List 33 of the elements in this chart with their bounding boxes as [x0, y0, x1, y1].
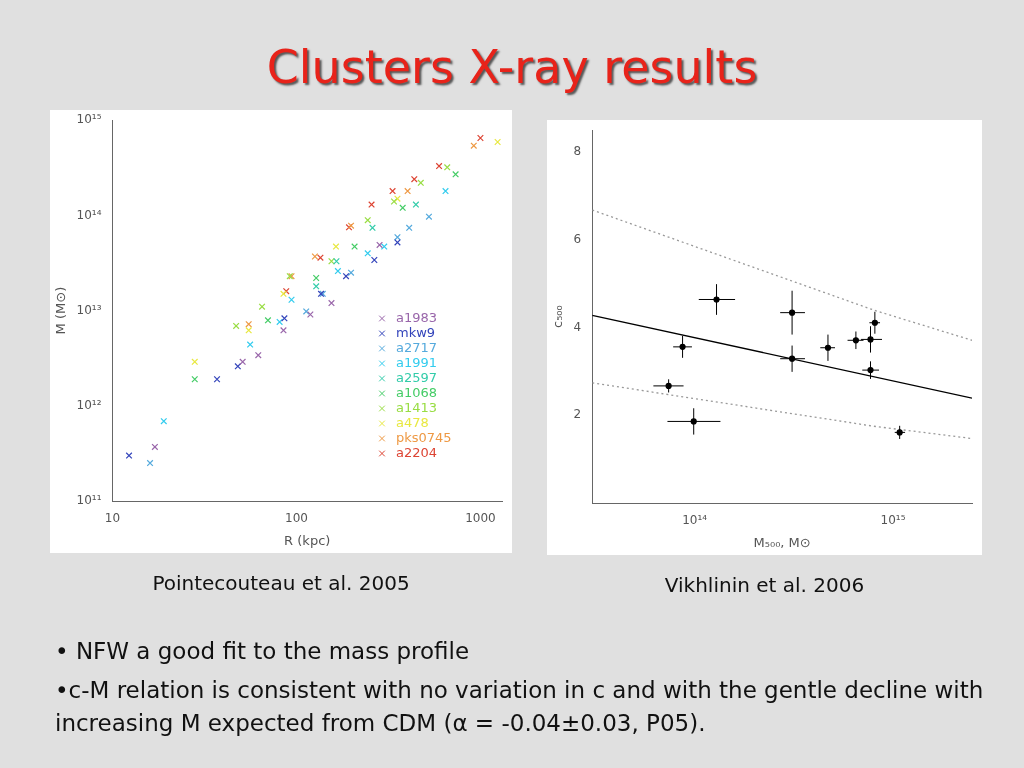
- y-tick-label: 4: [573, 319, 582, 334]
- x-tick-label: 10: [104, 511, 121, 526]
- x-tick-label: 10¹⁴: [682, 513, 708, 528]
- text: Clusters X-ray results: [265, 40, 759, 94]
- y-tick-label: 6: [573, 231, 582, 246]
- legend-label: a2717: [396, 339, 438, 355]
- text: • NFW a good fit to the mass profile: [55, 637, 471, 666]
- x-tick-label: 1000: [465, 511, 496, 526]
- legend-label: a2204: [396, 444, 438, 460]
- y-tick-label: 2: [573, 407, 582, 422]
- y-tick-label: 10¹³: [76, 302, 102, 317]
- legend-label: a1068: [396, 384, 438, 400]
- legend-label: mkw9: [396, 324, 436, 340]
- legend-label: a1983: [396, 309, 438, 325]
- y-axis-title: c₅₀₀: [550, 305, 566, 328]
- legend-label: a478: [396, 414, 429, 430]
- legend-label: pks0745: [396, 429, 452, 445]
- y-tick-label: 10¹⁴: [76, 207, 102, 222]
- text: •c-M relation is consistent with no variation in c and with the gentle decline with increasing M expected from CDM (α = -0.04±0.03, P05).: [55, 676, 985, 738]
- x-tick-label: 100: [285, 511, 308, 526]
- x-tick-label: 10¹⁵: [880, 513, 906, 528]
- legend-label: a1413: [396, 399, 438, 415]
- y-tick-label: 10¹²: [76, 397, 102, 412]
- y-tick-label: 10¹⁵: [76, 112, 102, 127]
- x-axis-title: R (kpc): [284, 532, 331, 548]
- text: Pointecouteau et al. 2005: [151, 571, 411, 595]
- text: Vikhlinin et al. 2006: [663, 573, 866, 597]
- x-axis-title: M₅₀₀, M⊙: [753, 534, 811, 550]
- y-axis-title: M (M⊙): [53, 286, 69, 335]
- legend-label: a1991: [396, 354, 438, 370]
- legend-label: a2597: [396, 369, 438, 385]
- y-tick-label: 10¹¹: [76, 493, 102, 508]
- y-tick-label: 8: [573, 144, 582, 159]
